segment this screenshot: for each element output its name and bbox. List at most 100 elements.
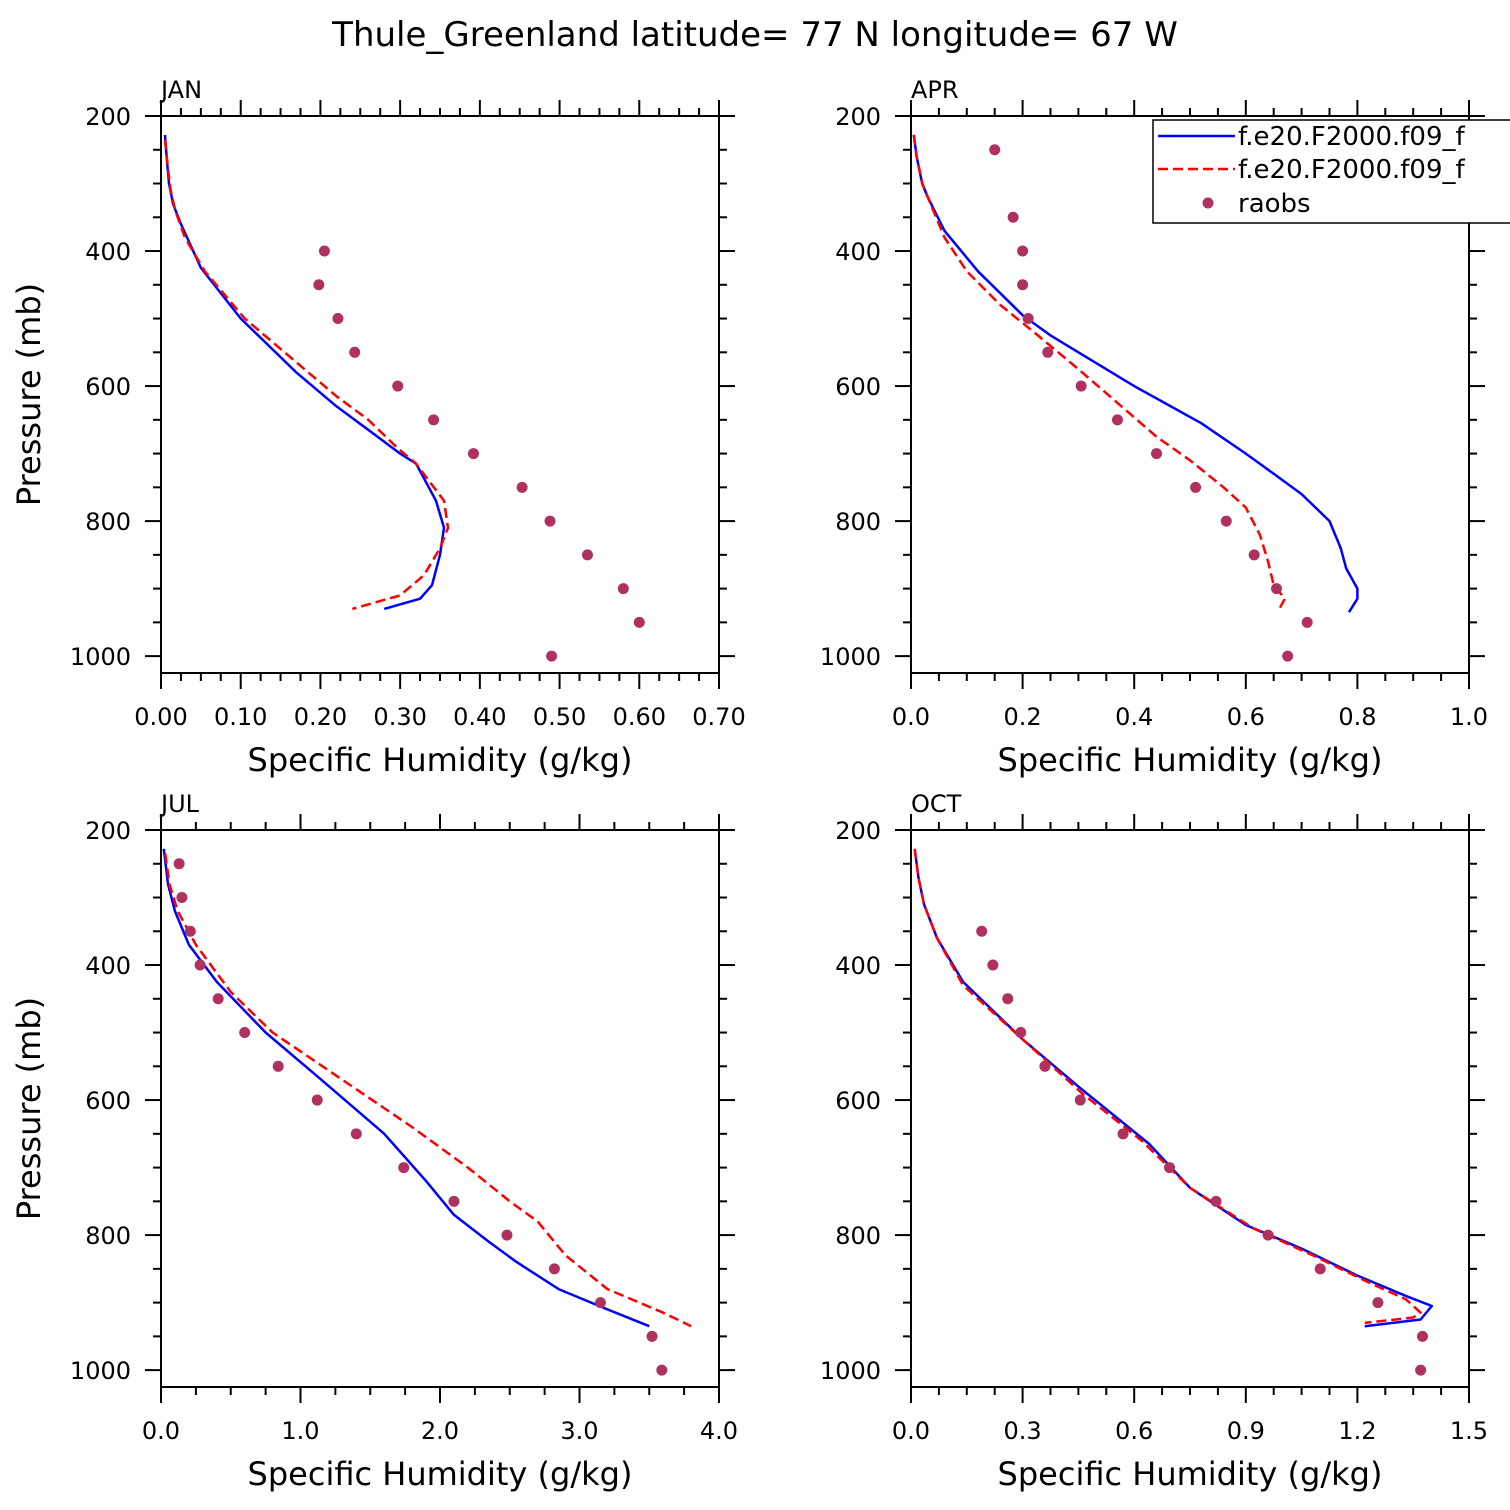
y-tick-label: 400	[85, 952, 131, 980]
series-line-blue-solid	[162, 848, 650, 1328]
raobs-point	[272, 1060, 284, 1072]
raobs-point	[1022, 313, 1034, 325]
raobs-point	[501, 1229, 513, 1241]
raobs-point	[448, 1195, 460, 1207]
panel-apr: 0.0 0.2 0.4 0.6 0.8 1.0 200 400 600 800 1000 APR Spe…	[820, 76, 1488, 779]
x-tick-label: 4.0	[700, 1417, 738, 1445]
x-tick-label: 0.30	[373, 703, 426, 731]
x-tick-label: 0.0	[142, 1417, 180, 1445]
raobs-point	[646, 1330, 658, 1342]
raobs-point	[1039, 1060, 1051, 1072]
raobs-point	[544, 515, 556, 527]
y-tick-label: 200	[835, 103, 881, 131]
raobs-point	[1417, 1330, 1428, 1342]
y-tick-label: 1000	[70, 1357, 131, 1385]
legend-marker-raobs	[1202, 197, 1214, 209]
x-tick-label: 0.10	[214, 703, 267, 731]
panel-label: APR	[911, 76, 959, 104]
raobs-point	[1042, 346, 1054, 358]
legend-label: raobs	[1238, 189, 1311, 219]
raobs-point	[398, 1162, 410, 1174]
raobs-point	[1151, 448, 1163, 460]
raobs-point	[633, 616, 645, 628]
raobs-point	[176, 892, 188, 904]
y-tick-label: 800	[85, 1222, 131, 1250]
raobs-point	[1314, 1263, 1326, 1275]
x-tick-label: 0.6	[1227, 703, 1265, 731]
panel-jul: 0.0 1.0 2.0 3.0 4.0 200 400 600 800 1000 JUL Specif…	[10, 790, 738, 1493]
raobs-point	[428, 414, 440, 426]
raobs-point	[311, 1094, 323, 1106]
x-tick-label: 0.40	[453, 703, 506, 731]
raobs-point	[392, 380, 404, 392]
series-line-red-dashed	[163, 853, 692, 1328]
plot-frame	[910, 829, 1470, 1388]
x-axis-title: Specific Humidity (g/kg)	[998, 741, 1383, 779]
panel-label: JUL	[159, 790, 200, 818]
raobs-point	[1017, 245, 1029, 257]
y-tick-label: 600	[85, 1087, 131, 1115]
y-tick-label: 400	[835, 952, 881, 980]
raobs-point	[318, 245, 330, 257]
series-line-blue-solid	[912, 134, 1359, 613]
raobs-point	[1415, 1364, 1427, 1376]
y-tick-label: 800	[85, 508, 131, 536]
y-axis-title: Pressure (mb)	[10, 997, 48, 1220]
panel-oct: 0.0 0.3 0.6 0.9 1.2 1.5 200 400 600 800 1000 OCT Spe…	[820, 790, 1488, 1493]
x-tick-label: 1.5	[1450, 1417, 1488, 1445]
x-tick-label: 0.4	[1115, 703, 1153, 731]
series-line-red-dashed	[913, 848, 1422, 1325]
raobs-point	[546, 650, 558, 662]
x-tick-label: 2.0	[421, 1417, 459, 1445]
raobs-point	[1372, 1297, 1384, 1309]
y-tick-label: 600	[85, 373, 131, 401]
raobs-point	[350, 1128, 362, 1140]
raobs-point	[548, 1263, 560, 1275]
x-tick-label: 0.0	[892, 1417, 930, 1445]
x-axis-title: Specific Humidity (g/kg)	[248, 741, 633, 779]
raobs-point	[1262, 1229, 1274, 1241]
series-line-red-dashed	[163, 139, 450, 611]
y-tick-label: 400	[85, 238, 131, 266]
x-tick-label: 0.20	[294, 703, 347, 731]
y-tick-label: 600	[835, 1087, 881, 1115]
y-tick-label: 800	[835, 508, 881, 536]
raobs-point	[184, 925, 196, 937]
y-axis-title: Pressure (mb)	[10, 283, 48, 506]
raobs-point	[467, 448, 479, 460]
x-tick-label: 0.00	[134, 703, 187, 731]
raobs-point	[656, 1364, 668, 1376]
legend-label: f.e20.F2000.f09_f	[1238, 122, 1465, 152]
raobs-point	[1117, 1128, 1129, 1140]
raobs-point	[1074, 1094, 1086, 1106]
x-tick-label: 0.3	[1004, 1417, 1042, 1445]
x-tick-label: 1.0	[1450, 703, 1488, 731]
raobs-point	[1164, 1162, 1176, 1174]
x-axis-title: Specific Humidity (g/kg)	[998, 1455, 1383, 1493]
x-axis-title: Specific Humidity (g/kg)	[248, 1455, 633, 1493]
x-tick-label: 1.2	[1338, 1417, 1376, 1445]
figure-title: Thule_Greenland latitude= 77 N longitude…	[331, 15, 1178, 55]
raobs-point	[239, 1027, 251, 1039]
raobs-point	[1190, 481, 1202, 493]
y-tick-label: 200	[85, 817, 131, 845]
y-tick-label: 800	[835, 1222, 881, 1250]
x-tick-label: 0.8	[1338, 703, 1376, 731]
x-tick-label: 0.2	[1004, 703, 1042, 731]
x-tick-label: 0.70	[692, 703, 745, 731]
raobs-point	[617, 583, 629, 595]
raobs-point	[1075, 380, 1087, 392]
y-tick-label: 200	[835, 817, 881, 845]
series-line-blue-solid	[913, 848, 1434, 1328]
raobs-point	[1282, 650, 1294, 662]
y-tick-label: 400	[835, 238, 881, 266]
y-tick-label: 1000	[820, 1357, 881, 1385]
raobs-point	[1270, 583, 1282, 595]
x-tick-label: 1.0	[281, 1417, 319, 1445]
series-line-red-dashed	[912, 134, 1287, 610]
panel-jan: 0.00 0.10 0.20 0.30 0.40 0.50 0.60 0.70 200 400 60…	[10, 76, 746, 779]
raobs-point	[349, 346, 361, 358]
raobs-point	[173, 858, 185, 870]
